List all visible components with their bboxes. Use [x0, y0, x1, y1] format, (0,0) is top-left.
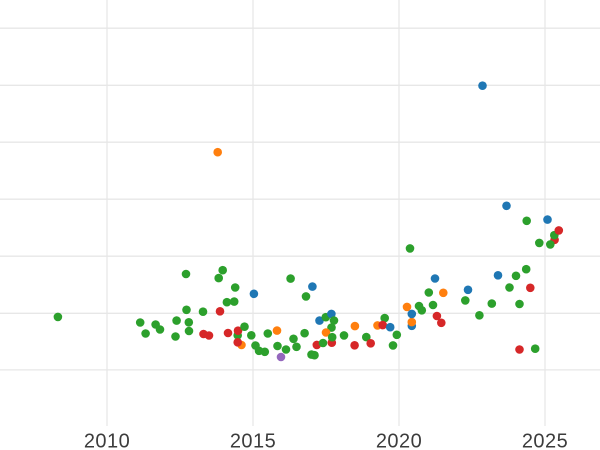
svg-text:2015: 2015	[230, 431, 276, 450]
svg-text:2020: 2020	[376, 431, 422, 450]
svg-text:2010: 2010	[84, 431, 130, 450]
svg-text:2025: 2025	[522, 431, 568, 450]
